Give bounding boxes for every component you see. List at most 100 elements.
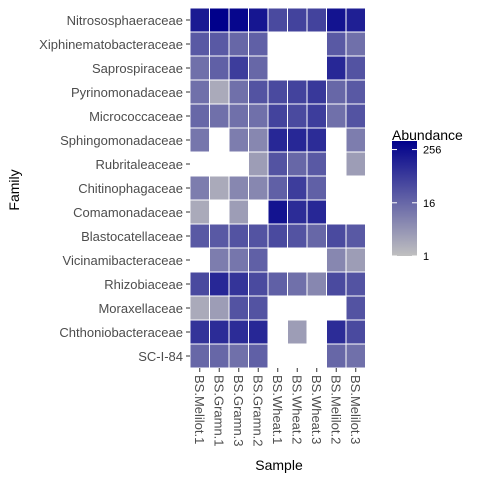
heatmap-cell <box>248 7 269 33</box>
heatmap-cell <box>287 319 308 345</box>
legend-tick-label: 1 <box>423 251 429 263</box>
heatmap-cell <box>228 319 249 345</box>
heatmap-cell <box>345 223 366 249</box>
heatmap-cell <box>248 343 269 369</box>
heatmap-cell <box>326 31 347 57</box>
heatmap-cell <box>287 199 308 225</box>
heatmap-cell <box>228 199 249 225</box>
heatmap-cell <box>228 7 249 33</box>
y-axis-ticks: Nitrososphaeraceae Xiphinematobacteraceae… <box>39 13 190 364</box>
heatmap-cell <box>248 127 269 153</box>
heatmap-cell <box>248 271 269 297</box>
heatmap-cell <box>345 343 366 369</box>
heatmap-cell <box>228 79 249 105</box>
heatmap-cell <box>287 103 308 129</box>
heatmap-cell <box>345 151 366 177</box>
heatmap-cell <box>209 7 230 33</box>
heatmap-cell <box>248 55 269 81</box>
heatmap-cell <box>326 79 347 105</box>
x-tick-label: BS.Melilot.1 <box>192 375 207 444</box>
heatmap-cell <box>228 271 249 297</box>
x-tick-label: BS.Wheat.3 <box>309 375 324 444</box>
legend-tick-label: 16 <box>423 198 435 210</box>
heatmap-cell <box>267 175 288 201</box>
y-tick-label: Chthoniobacteraceae <box>59 325 183 340</box>
heatmap-cell <box>326 271 347 297</box>
heatmap-cell <box>189 319 210 345</box>
heatmap-cell <box>209 175 230 201</box>
heatmap-cell <box>326 247 347 273</box>
legend-colorbar <box>392 141 417 256</box>
heatmap-cell <box>209 55 230 81</box>
y-tick-label: Rhizobiaceae <box>104 277 183 292</box>
heatmap-cell <box>306 151 327 177</box>
heatmap-cell <box>248 103 269 129</box>
heatmap-cell <box>189 295 210 321</box>
heatmap-cell <box>345 55 366 81</box>
heatmap-cell <box>248 319 269 345</box>
heatmap-cell <box>326 55 347 81</box>
heatmap-cell <box>189 31 210 57</box>
legend-title: Abundance <box>392 127 463 143</box>
heatmap-cell <box>287 271 308 297</box>
heatmap-cell <box>287 151 308 177</box>
heatmap-cell <box>267 103 288 129</box>
y-tick-label: SC-I-84 <box>138 349 183 364</box>
heatmap-cell <box>209 79 230 105</box>
heatmap-cell <box>189 343 210 369</box>
heatmap-cell <box>345 247 366 273</box>
heatmap-cell <box>209 223 230 249</box>
heatmap-cell <box>189 55 210 81</box>
y-tick-label: Chitinophagaceae <box>78 181 183 196</box>
heatmap-cell <box>228 127 249 153</box>
heatmap-cell <box>345 271 366 297</box>
heatmap-cell <box>248 223 269 249</box>
x-axis-ticks: BS.Melilot.1 BS.Gramn.1 BS.Gramn.3 BS.Gramn… <box>192 368 363 447</box>
heatmap-cell <box>189 271 210 297</box>
heatmap-cell <box>209 271 230 297</box>
heatmap-cell <box>248 31 269 57</box>
heatmap-cell <box>326 103 347 129</box>
heatmap-cell <box>209 103 230 129</box>
heatmap-cell <box>287 175 308 201</box>
heatmap-cell <box>248 175 269 201</box>
heatmap-cell <box>345 31 366 57</box>
heatmap-cell <box>326 319 347 345</box>
y-tick-label: Xiphinematobacteraceae <box>39 37 183 52</box>
heatmap-cell <box>345 7 366 33</box>
y-axis-title: Family <box>6 169 22 210</box>
heatmap-cells <box>189 7 366 369</box>
heatmap-cell <box>306 103 327 129</box>
heatmap-cell <box>287 7 308 33</box>
heatmap-cell <box>287 223 308 249</box>
heatmap-cell <box>267 271 288 297</box>
y-tick-label: Vicinamibacteraceae <box>63 253 183 268</box>
y-tick-label: Micrococcaceae <box>89 109 183 124</box>
heatmap-cell <box>267 199 288 225</box>
heatmap-cell <box>228 223 249 249</box>
y-tick-label: Rubritaleaceae <box>96 157 183 172</box>
y-tick-label: Comamonadaceae <box>73 205 183 220</box>
heatmap-cell <box>248 79 269 105</box>
y-tick-label: Blastocatellaceae <box>81 229 183 244</box>
heatmap-cell <box>306 127 327 153</box>
y-tick-label: Sphingomonadaceae <box>60 133 183 148</box>
heatmap-cell <box>189 175 210 201</box>
heatmap-cell <box>345 295 366 321</box>
y-tick-label: Nitrososphaeraceae <box>67 13 183 28</box>
x-tick-label: BS.Melilot.3 <box>348 375 363 444</box>
heatmap-cell <box>228 103 249 129</box>
heatmap-cell <box>228 31 249 57</box>
heatmap-cell <box>248 247 269 273</box>
heatmap-cell <box>267 223 288 249</box>
heatmap-cell <box>228 55 249 81</box>
heatmap-cell <box>306 175 327 201</box>
heatmap-cell <box>306 79 327 105</box>
y-tick-label: Saprospiraceae <box>92 61 183 76</box>
x-tick-label: BS.Wheat.1 <box>270 375 285 444</box>
heatmap-cell <box>287 79 308 105</box>
heatmap-cell <box>209 295 230 321</box>
y-tick-label: Moraxellaceae <box>98 301 183 316</box>
heatmap-cell <box>209 319 230 345</box>
